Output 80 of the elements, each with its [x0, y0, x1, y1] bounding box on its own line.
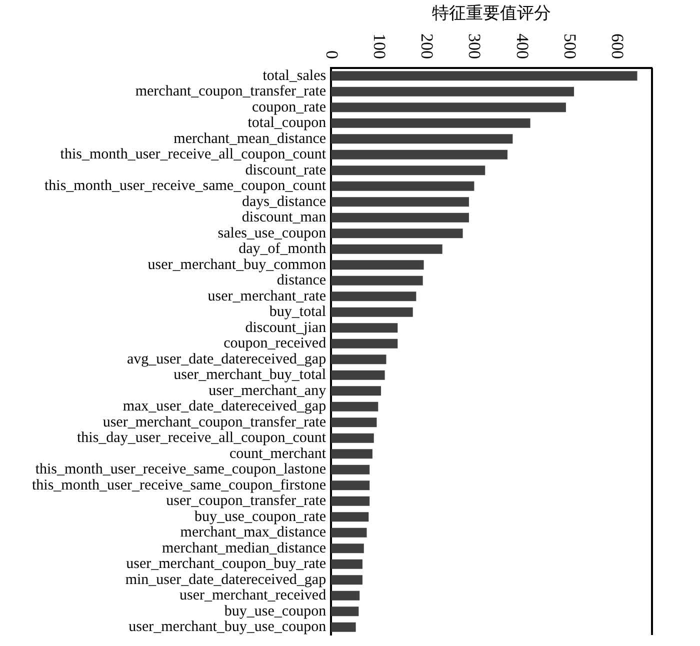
y-tick-label: max_user_date_datereceived_gap: [122, 398, 326, 415]
y-tick-label: total_coupon: [248, 115, 327, 132]
bar: [331, 71, 638, 81]
x-tick-label: 600: [608, 34, 627, 59]
bar: [331, 102, 566, 112]
bar: [331, 528, 367, 538]
bar: [331, 276, 423, 286]
bar: [331, 307, 413, 317]
bar: [331, 590, 360, 600]
y-tick-label: discount_jian: [245, 320, 327, 336]
bar: [331, 354, 386, 364]
bar: [331, 323, 398, 333]
bar: [331, 292, 416, 302]
y-tick-label: merchant_mean_distance: [174, 130, 326, 147]
y-tick-label: discount_rate: [245, 162, 326, 178]
y-tick-label: user_coupon_transfer_rate: [166, 493, 326, 510]
y-tick-label: days_distance: [242, 194, 326, 210]
bar: [331, 449, 372, 459]
y-tick-label: this_month_user_receive_same_coupon_count: [44, 178, 327, 194]
x-tick-label: 100: [370, 34, 390, 59]
x-tick-label: 400: [512, 34, 532, 59]
bar: [331, 150, 508, 160]
y-tick-label: user_merchant_buy_total: [174, 367, 326, 384]
bar: [331, 370, 385, 380]
y-tick-label: buy_use_coupon: [224, 603, 327, 620]
y-tick-label: distance: [276, 272, 326, 289]
y-tick-label: discount_man: [242, 210, 327, 226]
bar: [331, 197, 469, 207]
bar: [331, 622, 356, 632]
y-tick-label: user_merchant_coupon_buy_rate: [126, 556, 326, 572]
bar: [331, 418, 377, 428]
y-tick-label: user_merchant_coupon_transfer_rate: [102, 414, 326, 430]
x-tick-label: 500: [560, 34, 580, 59]
y-tick-label: coupon_received: [224, 336, 327, 352]
bar: [331, 260, 424, 270]
y-tick-label: buy_total: [269, 304, 326, 320]
x-tick-label: 300: [465, 34, 484, 59]
y-tick-label: coupon_rate: [252, 99, 326, 116]
bar: [331, 118, 530, 128]
bar: [331, 386, 382, 396]
bar: [331, 496, 370, 506]
y-tick-label: total_sales: [262, 68, 326, 84]
bar: [331, 228, 463, 238]
y-tick-label: user_merchant_buy_use_coupon: [128, 619, 327, 636]
bar: [331, 544, 364, 554]
y-tick-label: sales_use_coupon: [218, 225, 327, 242]
bar: [331, 464, 370, 474]
bar: [331, 402, 378, 412]
y-tick-label: merchant_coupon_transfer_rate: [135, 84, 326, 100]
y-tick-label: avg_user_date_datereceived_gap: [127, 351, 326, 368]
y-tick-label: user_merchant_received: [179, 588, 327, 604]
x-axis-title: 特征重要值评分: [432, 4, 552, 24]
bar: [331, 433, 374, 443]
bar: [331, 559, 362, 569]
bar: [331, 512, 369, 522]
x-tick-label: 200: [418, 34, 437, 59]
y-tick-label: merchant_max_distance: [180, 524, 326, 541]
y-tick-label: count_merchant: [229, 446, 327, 462]
bar: [331, 86, 574, 96]
y-tick-label: this_day_user_receive_all_coupon_count: [76, 430, 327, 446]
bar: [331, 181, 474, 191]
y-tick-label: buy_use_coupon_rate: [194, 508, 326, 525]
bar: [331, 606, 359, 616]
bar: [331, 244, 442, 254]
x-tick-label: 0: [322, 50, 342, 59]
bar: [331, 338, 398, 348]
y-tick-label: this_month_user_receive_same_coupon_lastone: [35, 462, 326, 478]
y-tick-label: merchant_median_distance: [162, 540, 326, 556]
y-tick-label: this_month_user_receive_all_coupon_count: [60, 146, 327, 163]
y-tick-label: this_month_user_receive_same_coupon_firstone: [32, 477, 326, 494]
bar: [331, 575, 362, 585]
y-tick-label: day_of_month: [238, 241, 327, 258]
y-tick-label: user_merchant_any: [208, 382, 327, 399]
y-tick-label: user_merchant_buy_common: [148, 256, 327, 273]
y-tick-label: user_merchant_rate: [208, 288, 326, 304]
bar: [331, 480, 370, 490]
y-tick-label: min_user_date_datereceived_gap: [125, 572, 326, 588]
bar: [331, 134, 513, 144]
bar: [331, 166, 486, 176]
bar: [331, 212, 469, 222]
